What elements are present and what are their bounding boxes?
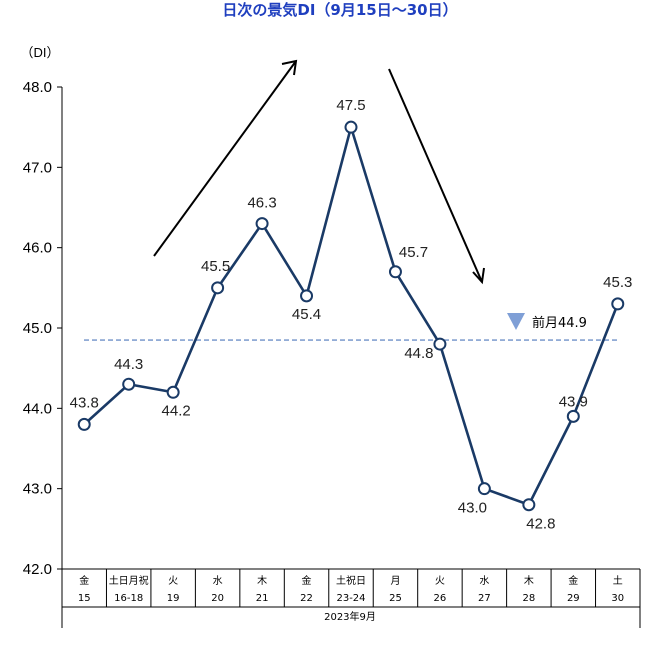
y-tick-label: 45.0 <box>23 320 52 337</box>
x-category-date: 30 <box>611 593 624 604</box>
up-trend-arrowhead <box>281 59 298 76</box>
x-category-date: 20 <box>211 593 224 604</box>
x-category-day: 金 <box>79 574 89 587</box>
axes: 42.0 43.0 44.0 45.0 46.0 47.0 48.0 <box>23 79 641 628</box>
x-axis-caption: 2023年9月 <box>324 610 376 623</box>
x-category-day: 火 <box>435 575 445 587</box>
x-category-day: 月 <box>390 575 400 587</box>
down-trend-arrowhead <box>472 267 485 285</box>
x-category-date: 21 <box>256 593 269 604</box>
data-point <box>388 265 402 279</box>
y-tick-label: 46.0 <box>23 240 52 257</box>
data-point <box>344 120 358 134</box>
data-point <box>611 297 625 311</box>
chart-title: 日次の景気DI（9月15日～30日） <box>222 1 457 19</box>
x-category-day: 水 <box>213 575 223 587</box>
x-category-day: 火 <box>168 575 178 587</box>
reference-line-group: 前月44.9 <box>84 313 620 341</box>
x-category-day: 土祝日 <box>336 574 366 587</box>
x-category-day: 木 <box>524 575 534 587</box>
y-tick-label: 44.0 <box>23 400 52 417</box>
x-category-date: 15 <box>78 593 91 604</box>
x-category-day: 土 <box>613 574 623 587</box>
data-label: 46.3 <box>247 195 276 212</box>
y-axis-label: （DI） <box>20 45 59 60</box>
data-labels: 43.8 44.3 44.2 45.5 46.3 45.4 47.5 45.7 44.8 43.0… <box>70 97 633 533</box>
data-label: 45.4 <box>292 306 321 323</box>
data-label: 47.5 <box>336 97 365 114</box>
y-tick-label: 42.0 <box>23 561 52 578</box>
x-category-date: 28 <box>522 593 535 604</box>
down-trend-arrow <box>388 68 483 283</box>
y-tick-label: 43.0 <box>23 481 52 498</box>
data-point <box>255 217 269 231</box>
data-label: 45.5 <box>201 258 230 275</box>
reference-marker-triangle <box>507 313 525 330</box>
data-point <box>566 409 580 423</box>
data-point <box>166 385 180 399</box>
data-point <box>300 289 314 303</box>
data-label: 45.7 <box>399 244 428 261</box>
x-category-date: 26 <box>434 593 447 604</box>
x-category-day: 金 <box>302 574 312 587</box>
data-label: 43.9 <box>559 393 588 410</box>
x-category-day: 木 <box>257 575 267 587</box>
x-category-date: 27 <box>478 593 491 604</box>
data-label: 44.2 <box>162 402 191 419</box>
x-axis-categories: 金 15 土日月祝 16-18 火 19 水 20 木 21 金 22 土祝日 23-24 月 25 火 26 水 2… <box>78 574 624 604</box>
data-point <box>522 498 536 512</box>
data-label: 44.8 <box>404 345 433 362</box>
data-label: 42.8 <box>526 516 555 533</box>
data-point <box>433 337 447 351</box>
x-category-date: 19 <box>167 593 180 604</box>
up-trend-arrow <box>153 60 297 257</box>
x-category-day: 水 <box>479 575 489 587</box>
x-category-date: 16-18 <box>114 593 143 604</box>
x-category-day: 金 <box>568 574 578 587</box>
data-point <box>477 482 491 496</box>
trend-arrows <box>153 59 485 285</box>
reference-label: 前月44.9 <box>532 315 587 331</box>
data-point <box>77 417 91 431</box>
y-tick-label: 47.0 <box>23 159 52 176</box>
data-label: 43.0 <box>458 500 487 517</box>
series-line-group <box>77 120 625 512</box>
data-label: 44.3 <box>114 356 143 373</box>
x-category-date: 23-24 <box>336 593 365 604</box>
x-category-date: 22 <box>300 593 313 604</box>
data-label: 43.8 <box>70 394 99 411</box>
x-category-date: 29 <box>567 593 580 604</box>
data-label: 45.3 <box>603 274 632 291</box>
data-point <box>122 377 136 391</box>
y-tick-label: 48.0 <box>23 79 52 96</box>
x-category-day: 土日月祝 <box>109 574 149 587</box>
x-category-date: 25 <box>389 593 402 604</box>
data-point <box>211 281 225 295</box>
